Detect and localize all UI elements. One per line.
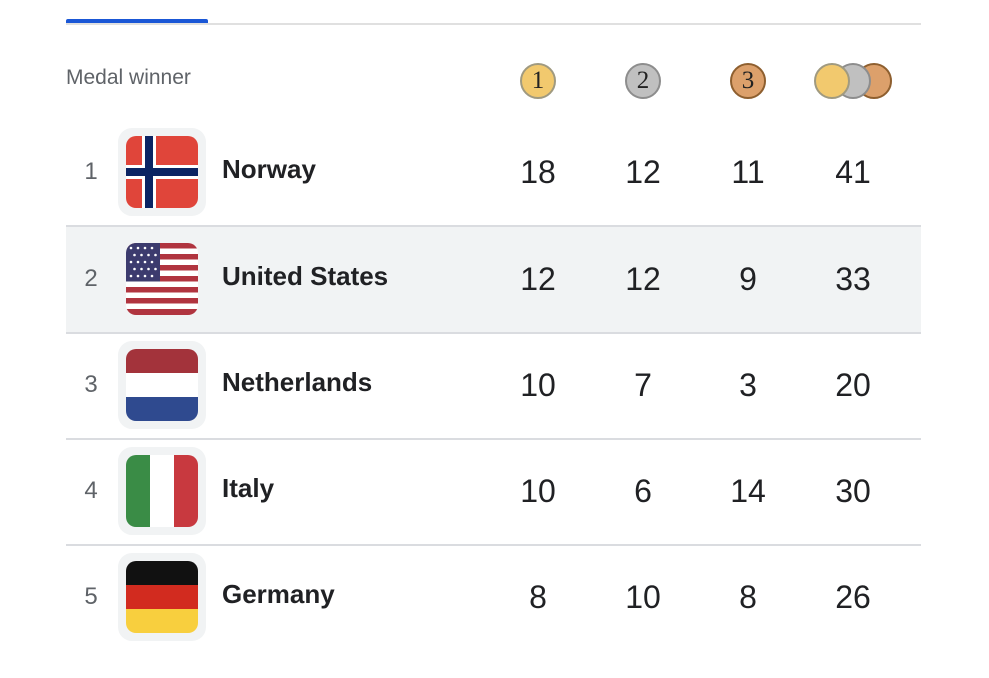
bronze-count: 3 <box>739 367 757 403</box>
germany-flag-icon <box>118 553 206 641</box>
silver-count: 6 <box>634 473 652 509</box>
country-name: Germany <box>222 579 335 609</box>
silver-count: 10 <box>625 579 661 615</box>
gold-count: 18 <box>520 154 556 190</box>
bronze-count: 14 <box>730 473 766 509</box>
gold-count: 10 <box>520 473 556 509</box>
gold-count: 8 <box>529 579 547 615</box>
country-name: Italy <box>222 473 275 503</box>
bronze-medal-icon: 3 <box>730 63 766 99</box>
silver-count: 7 <box>634 367 652 403</box>
medal-winner-header: Medal winner <box>66 66 191 89</box>
total-count: 26 <box>835 579 871 615</box>
total-medals-icon <box>814 63 894 99</box>
norway-flag-icon <box>118 128 206 216</box>
rank: 4 <box>84 477 98 504</box>
rank: 1 <box>84 158 98 185</box>
gold-count: 12 <box>520 261 556 297</box>
country-name: Norway <box>222 154 316 184</box>
bronze-count: 9 <box>739 261 757 297</box>
usa-flag-icon <box>118 235 206 323</box>
italy-flag-icon <box>118 447 206 535</box>
silver-count: 12 <box>625 154 661 190</box>
total-count: 30 <box>835 473 871 509</box>
rank: 2 <box>84 265 98 292</box>
country-name: United States <box>222 261 389 291</box>
table-row[interactable]: 4 Italy 10 6 14 30 <box>66 439 921 546</box>
gold-count: 10 <box>520 367 556 403</box>
active-tab-indicator[interactable] <box>66 19 208 23</box>
tab-bar-divider <box>66 23 921 25</box>
table-row[interactable]: 2 United States 12 12 9 33 <box>66 227 921 334</box>
netherlands-flag-icon <box>118 341 206 429</box>
silver-medal-icon: 2 <box>625 63 661 99</box>
gold-medal-icon: 1 <box>520 63 556 99</box>
bronze-count: 8 <box>739 579 757 615</box>
silver-count: 12 <box>625 261 661 297</box>
total-count: 20 <box>835 367 871 403</box>
rank: 3 <box>84 371 98 398</box>
rank: 5 <box>84 583 98 610</box>
table-row[interactable]: 1 Norway 18 12 11 41 <box>66 120 921 227</box>
bronze-count: 11 <box>731 154 765 190</box>
total-count: 41 <box>835 154 871 190</box>
table-row[interactable]: 3 Netherlands 10 7 3 20 <box>66 333 921 440</box>
country-name: Netherlands <box>222 367 373 397</box>
table-row[interactable]: 5 Germany 8 10 8 26 <box>66 545 921 650</box>
total-count: 33 <box>835 261 871 297</box>
